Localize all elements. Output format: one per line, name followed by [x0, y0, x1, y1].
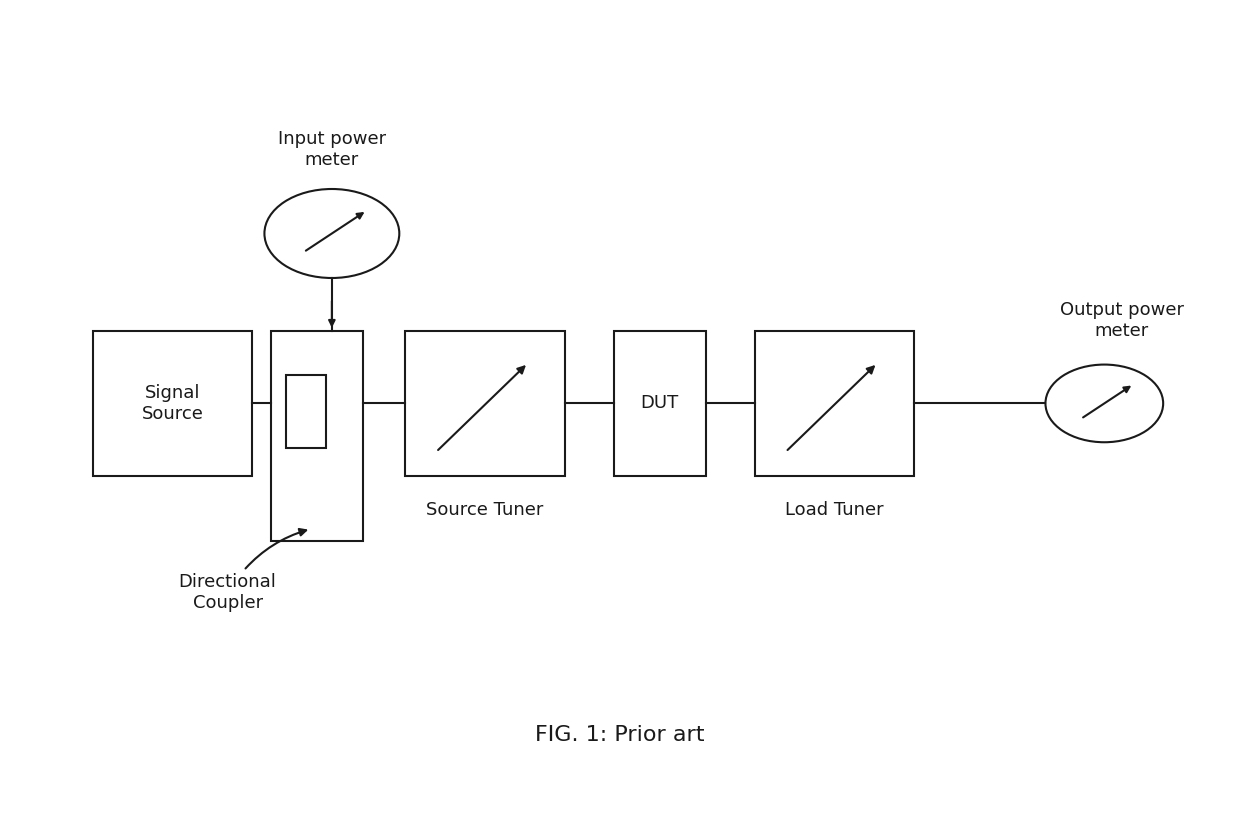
- Bar: [270, 331, 362, 541]
- Bar: [286, 375, 326, 448]
- Text: FIG. 1: Prior art: FIG. 1: Prior art: [536, 725, 704, 745]
- Ellipse shape: [1045, 365, 1163, 442]
- Bar: [93, 331, 252, 477]
- Text: Source Tuner: Source Tuner: [427, 500, 544, 518]
- Bar: [614, 331, 706, 477]
- Ellipse shape: [264, 189, 399, 278]
- Text: DUT: DUT: [641, 394, 680, 412]
- Text: Output power
meter: Output power meter: [1060, 301, 1184, 340]
- Text: Directional
Coupler: Directional Coupler: [179, 529, 306, 612]
- Text: Load Tuner: Load Tuner: [785, 500, 884, 518]
- Bar: [755, 331, 914, 477]
- Text: Input power
meter: Input power meter: [278, 130, 386, 169]
- Bar: [405, 331, 565, 477]
- Text: Signal
Source: Signal Source: [141, 384, 203, 423]
